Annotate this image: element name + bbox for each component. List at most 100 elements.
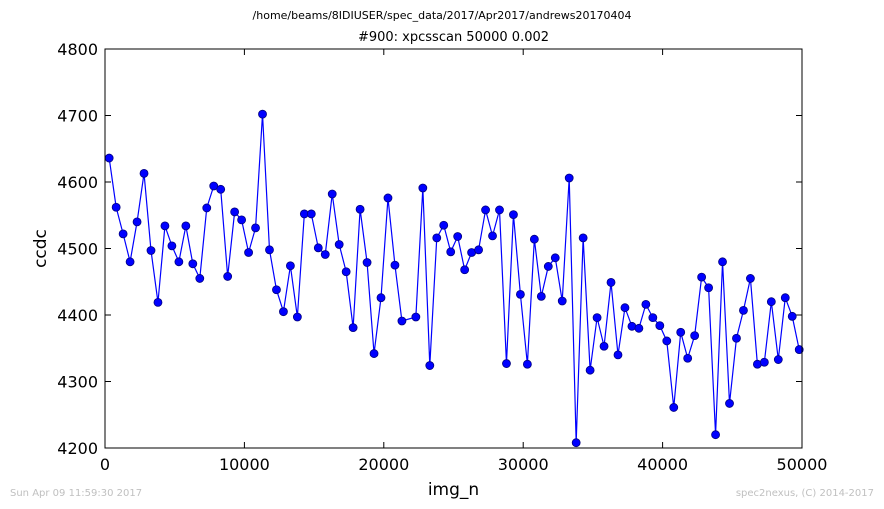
data-point	[111, 202, 121, 212]
data-point	[662, 336, 672, 346]
data-point	[272, 285, 281, 295]
y-tick-label: 4300	[57, 373, 98, 392]
data-point	[118, 229, 128, 239]
data-point	[543, 262, 553, 271]
data-point	[648, 313, 658, 323]
data-point	[292, 312, 302, 322]
y-axis-label: ccdc	[31, 229, 51, 268]
data-point	[153, 297, 163, 307]
data-point	[313, 243, 323, 253]
chart-title: #900: xpcsscan 50000 0.002	[357, 30, 550, 45]
data-point	[432, 233, 442, 243]
data-point	[306, 209, 316, 219]
data-point	[732, 333, 741, 343]
data-point	[258, 109, 267, 119]
data-point	[536, 291, 546, 301]
data-point	[697, 272, 707, 282]
y-tick-label: 4200	[57, 439, 98, 458]
data-point	[725, 399, 734, 408]
data-point	[251, 223, 260, 233]
data-point	[690, 331, 700, 341]
data-point	[739, 305, 748, 315]
data-point	[641, 299, 651, 309]
data-point	[425, 361, 435, 370]
data-point	[202, 203, 212, 213]
axis-ticks: 0 10000 20000 30000 40000 50000 4200 4300 4400 45…	[57, 40, 827, 474]
data-point	[223, 272, 233, 281]
x-tick-label: 20000	[358, 455, 409, 474]
y-tick-label: 4500	[57, 240, 98, 259]
data-point	[655, 321, 665, 331]
y-tick-label: 4700	[57, 107, 98, 126]
y-tick-label: 4800	[57, 40, 98, 59]
y-tick-label: 4600	[57, 173, 98, 192]
data-point	[746, 274, 755, 283]
data-point	[341, 267, 351, 277]
data-point	[327, 189, 337, 199]
data-point	[669, 403, 679, 412]
data-point	[209, 181, 219, 191]
data-point	[711, 430, 720, 440]
data-point	[557, 296, 567, 306]
x-tick-label: 50000	[777, 455, 828, 474]
data-point	[718, 257, 727, 267]
x-axis-label: img_n	[428, 480, 479, 500]
data-point	[509, 210, 518, 219]
data-point	[411, 312, 421, 322]
data-point	[188, 259, 198, 269]
data-point	[571, 438, 581, 448]
data-point	[453, 232, 463, 241]
data-point	[759, 357, 769, 367]
data-point	[516, 289, 525, 299]
data-point	[446, 247, 456, 257]
data-point	[613, 350, 623, 360]
data-point	[146, 246, 156, 255]
x-tick-label: 40000	[637, 455, 688, 474]
plot-frame	[104, 48, 803, 449]
data-point	[195, 274, 205, 283]
data-point	[495, 205, 504, 215]
data-point	[794, 345, 804, 354]
data-point	[376, 293, 386, 303]
data-point	[578, 233, 588, 243]
x-tick-label: 10000	[219, 455, 270, 474]
data-point	[104, 153, 114, 163]
data-point	[599, 341, 609, 351]
data-point	[265, 245, 274, 255]
x-tick-label: 30000	[498, 455, 549, 474]
data-point	[439, 220, 449, 230]
series-line	[108, 114, 800, 443]
data-point	[502, 359, 511, 368]
data-point	[355, 204, 365, 214]
footer-timestamp: Sun Apr 09 11:59:30 2017	[10, 488, 143, 499]
data-point	[585, 365, 595, 375]
data-point	[634, 323, 644, 333]
data-point	[474, 245, 483, 255]
data-point	[780, 293, 790, 303]
data-point	[390, 260, 400, 270]
data-point	[773, 355, 783, 364]
data-point	[397, 316, 407, 326]
data-point	[460, 265, 470, 275]
x-tick-label: 0	[100, 455, 110, 474]
data-point	[132, 217, 142, 227]
file-path-header: /home/beams/8IDIUSER/spec_data/2017/Apr2…	[252, 9, 632, 22]
data-point	[285, 261, 295, 271]
data-point	[529, 234, 539, 244]
data-point	[488, 231, 497, 241]
data-point	[230, 207, 240, 217]
data-point	[216, 184, 226, 194]
data-point	[592, 313, 602, 323]
data-point	[620, 303, 630, 313]
data-point	[550, 253, 560, 263]
data-point	[369, 349, 379, 358]
data-point	[418, 183, 428, 193]
data-point	[704, 283, 713, 293]
data-point	[481, 205, 490, 215]
data-point	[244, 248, 253, 257]
data-point	[237, 215, 247, 225]
data-point	[766, 297, 776, 307]
data-point	[606, 278, 616, 287]
data-point	[348, 323, 358, 333]
